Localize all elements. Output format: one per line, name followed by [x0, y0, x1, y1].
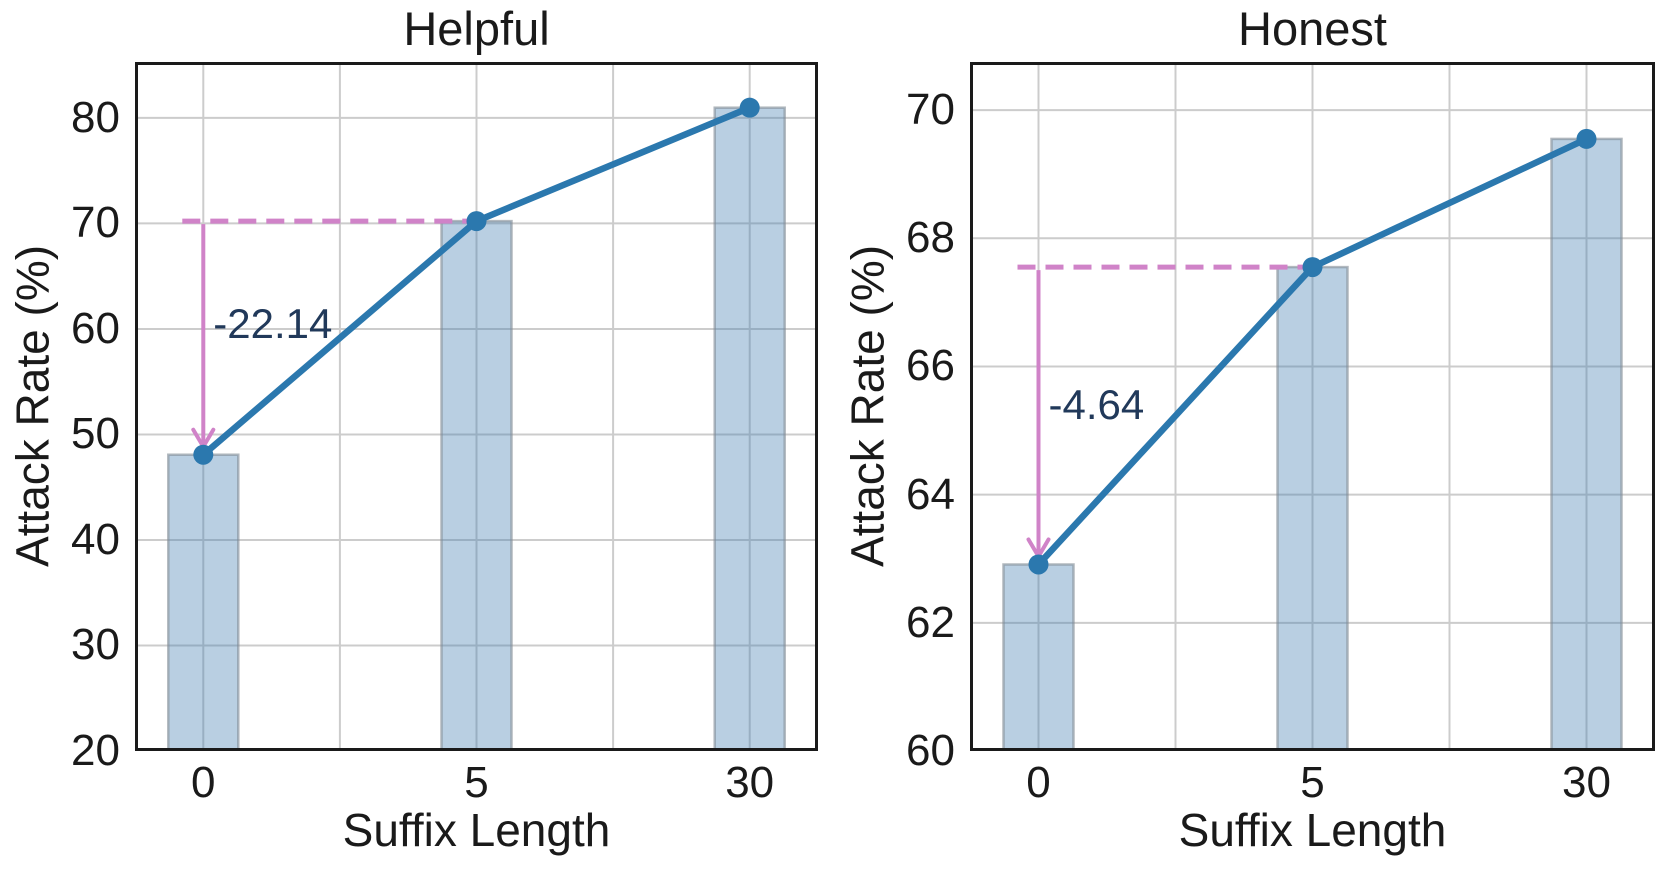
bar-suffix-0 — [167, 453, 240, 751]
y-tick-label: 66 — [906, 341, 955, 391]
chart-title-honest: Honest — [1238, 2, 1387, 55]
x-tick-label: 0 — [191, 758, 216, 807]
drop-annotation-label: -4.64 — [1049, 381, 1145, 428]
y-tick-label: 68 — [906, 213, 955, 263]
y-tick-label: 60 — [906, 726, 955, 775]
y-tick-label: 20 — [71, 726, 120, 775]
y-tick-label: 70 — [906, 85, 955, 135]
bar-suffix-5 — [1276, 265, 1349, 751]
data-point-suffix-0 — [1028, 554, 1049, 575]
data-point-suffix-0 — [193, 444, 214, 465]
y-tick-label: 64 — [906, 469, 955, 519]
bar-suffix-30 — [713, 106, 786, 751]
data-point-suffix-5 — [466, 211, 487, 232]
y-tick-label: 50 — [71, 409, 120, 459]
y-tick-label: 80 — [71, 92, 120, 142]
x-tick-label: 30 — [1562, 758, 1611, 807]
honest-plot-area: -4.64 — [970, 62, 1655, 751]
drop-annotation-label: -22.14 — [213, 300, 332, 347]
y-tick-label: 30 — [71, 620, 120, 670]
y-tick-label: 70 — [71, 198, 120, 248]
x-tick-label: 5 — [1300, 758, 1325, 807]
y-tick-label: 40 — [71, 514, 120, 564]
data-point-suffix-30 — [739, 97, 760, 118]
x-axis-label-helpful: Suffix Length — [342, 804, 611, 856]
bar-suffix-5 — [440, 219, 513, 751]
bar-suffix-0 — [1002, 563, 1075, 751]
x-tick-label: 5 — [464, 758, 489, 807]
x-tick-label: 0 — [1026, 758, 1051, 807]
x-axis-label-honest: Suffix Length — [1178, 804, 1447, 856]
axes-spine — [970, 62, 1655, 751]
helpful-plot-area: -22.14 — [135, 62, 818, 751]
y-tick-label: 62 — [906, 597, 955, 647]
axes-spine — [135, 62, 818, 751]
chart-title-helpful: Helpful — [403, 2, 550, 55]
bar-suffix-30 — [1550, 137, 1623, 751]
x-tick-label: 30 — [725, 758, 775, 807]
y-tick-label: 60 — [71, 303, 120, 353]
data-point-suffix-30 — [1576, 128, 1597, 149]
data-point-suffix-5 — [1302, 257, 1323, 278]
